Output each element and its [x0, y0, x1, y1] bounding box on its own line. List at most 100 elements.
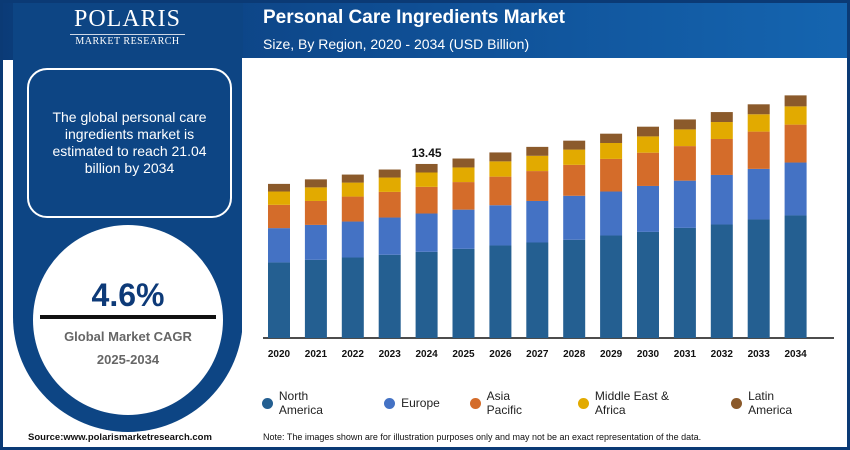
- x-tick-label: 2034: [784, 349, 807, 360]
- bar-asia-pacific-2023: [378, 191, 401, 218]
- bar-asia-pacific-2030: [637, 152, 659, 186]
- cagr-label: Global Market CAGR 2025-2034: [33, 325, 223, 371]
- bar-asia-pacific-2031: [673, 146, 696, 181]
- chart-title: Personal Care Ingredients Market: [263, 7, 565, 28]
- bar-middle-east-africa-2024: [415, 172, 438, 187]
- x-tick-label: 2020: [268, 349, 291, 360]
- bar-latin-america-2026: [489, 152, 512, 162]
- bar-latin-america-2024: [415, 163, 438, 173]
- cagr-period: 2025-2034: [96, 352, 160, 367]
- bar-middle-east-africa-2022: [341, 182, 364, 197]
- x-tick-label: 2028: [563, 349, 586, 360]
- bar-asia-pacific-2021: [304, 200, 327, 225]
- bar-north-america-2032: [710, 224, 733, 338]
- bar-latin-america-2028: [563, 140, 586, 150]
- bar-asia-pacific-2022: [341, 196, 364, 222]
- bar-north-america-2022: [341, 257, 364, 338]
- bar-middle-east-africa-2021: [304, 187, 327, 201]
- bar-europe-2023: [378, 217, 401, 255]
- legend-swatch: [384, 397, 396, 409]
- bar-europe-2034: [784, 162, 807, 216]
- disclaimer-note: Note: The images shown are for illustrat…: [263, 432, 702, 442]
- bar-north-america-2025: [452, 248, 475, 338]
- bar-asia-pacific-2029: [600, 158, 623, 192]
- logo: POLARIS MARKET RESEARCH: [70, 6, 185, 47]
- x-tick-label: 2027: [526, 349, 549, 360]
- bar-latin-america-2027: [526, 146, 549, 156]
- bar-middle-east-africa-2032: [710, 122, 733, 139]
- bar-latin-america-2025: [452, 158, 475, 168]
- bar-europe-2029: [600, 191, 623, 236]
- bar-asia-pacific-2034: [784, 124, 807, 163]
- logo-name: POLARIS: [73, 6, 182, 32]
- x-tick-label: 2025: [452, 349, 475, 360]
- bar-middle-east-africa-2023: [378, 177, 401, 192]
- legend: North America Europe Asia Pacific Middle Ea…: [262, 389, 850, 417]
- legend-label: Europe: [401, 396, 440, 410]
- bar-north-america-2027: [526, 242, 549, 338]
- bar-latin-america-2031: [673, 119, 696, 130]
- cagr-divider: [40, 315, 216, 319]
- bar-north-america-2034: [784, 215, 807, 338]
- x-tick-label: 2029: [600, 349, 623, 360]
- bar-asia-pacific-2032: [710, 138, 733, 175]
- legend-swatch: [262, 397, 273, 409]
- bar-asia-pacific-2025: [452, 182, 475, 210]
- bar-europe-2025: [452, 209, 475, 249]
- x-tick-label: 2033: [748, 349, 771, 360]
- bar-north-america-2031: [673, 227, 696, 338]
- legend-label: North America: [278, 389, 323, 417]
- bar-middle-east-africa-2030: [637, 136, 659, 153]
- x-tick-label: 2026: [489, 349, 512, 360]
- bar-europe-2024: [415, 213, 438, 252]
- x-tick-label: 2022: [342, 349, 365, 360]
- legend-item: Europe: [384, 389, 440, 417]
- bar-middle-east-africa-2034: [784, 106, 807, 125]
- legend-label: Middle East & Africa: [594, 389, 669, 417]
- legend-item: Latin America: [731, 389, 820, 417]
- x-tick-label: 2031: [674, 349, 697, 360]
- bar-middle-east-africa-2025: [452, 167, 475, 183]
- legend-swatch: [578, 397, 589, 409]
- bar-asia-pacific-2020: [268, 204, 290, 229]
- bar-europe-2022: [341, 221, 364, 258]
- bar-europe-2020: [268, 228, 290, 263]
- bar-north-america-2029: [600, 235, 623, 338]
- bar-north-america-2030: [637, 231, 659, 338]
- bar-middle-east-africa-2020: [268, 191, 290, 205]
- bar-middle-east-africa-2026: [489, 161, 512, 177]
- bar-europe-2027: [526, 200, 549, 243]
- bar-europe-2021: [304, 224, 327, 260]
- bar-europe-2031: [673, 180, 696, 228]
- bar-asia-pacific-2028: [563, 164, 586, 196]
- bar-middle-east-africa-2031: [673, 129, 696, 147]
- summary-text: The global personal care ingredients mar…: [52, 109, 207, 176]
- legend-swatch: [469, 397, 481, 409]
- cagr-value: 4.6%: [91, 277, 165, 313]
- logo-divider: [70, 34, 185, 35]
- bar-latin-america-2029: [600, 133, 623, 143]
- bar-asia-pacific-2026: [489, 176, 512, 206]
- x-tick-label: 2024: [415, 349, 438, 360]
- chart-subtitle: Size, By Region, 2020 - 2034 (USD Billio…: [263, 36, 530, 52]
- x-tick-label: 2021: [305, 349, 328, 360]
- logo-tagline: MARKET RESEARCH: [75, 36, 180, 47]
- legend-label: Asia Pacific: [486, 389, 523, 417]
- bar-middle-east-africa-2027: [526, 155, 549, 172]
- legend-item: Asia Pacific: [469, 389, 548, 417]
- bar-asia-pacific-2024: [415, 186, 438, 214]
- bar-north-america-2024: [415, 251, 438, 338]
- bar-north-america-2026: [489, 245, 512, 338]
- source-text: Source:www.polarismarketresearch.com: [28, 432, 212, 443]
- legend-label: Latin America: [748, 389, 793, 417]
- x-tick-label: 2032: [711, 349, 734, 360]
- bar-north-america-2021: [304, 259, 327, 338]
- bar-middle-east-africa-2033: [747, 114, 770, 132]
- bar-asia-pacific-2027: [526, 171, 549, 201]
- bar-latin-america-2033: [747, 104, 770, 115]
- bar-latin-america-2023: [378, 169, 401, 178]
- legend-item: Middle East & Africa: [578, 389, 701, 417]
- bar-latin-america-2034: [784, 95, 807, 107]
- cagr-label-text: Global Market CAGR: [64, 329, 192, 344]
